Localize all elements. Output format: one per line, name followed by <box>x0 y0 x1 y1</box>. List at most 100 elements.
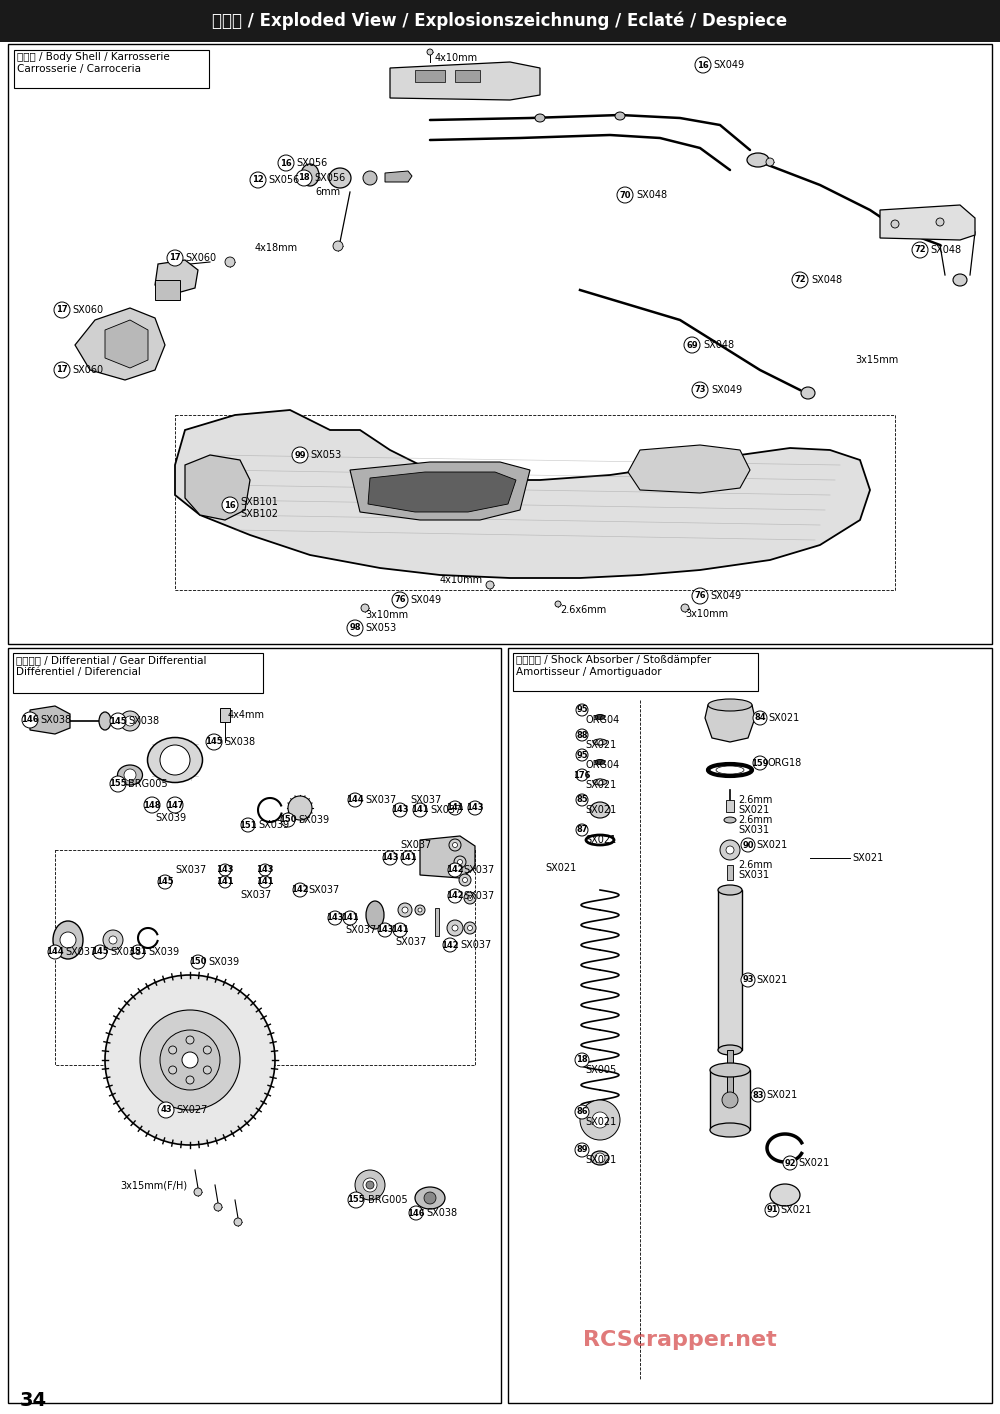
Circle shape <box>448 863 462 877</box>
Text: 151: 151 <box>239 820 257 830</box>
Polygon shape <box>368 472 516 512</box>
Text: 73: 73 <box>694 386 706 395</box>
Text: SX021: SX021 <box>585 781 616 790</box>
Ellipse shape <box>710 1063 750 1077</box>
Ellipse shape <box>590 802 610 819</box>
Text: 76: 76 <box>694 591 706 601</box>
Circle shape <box>366 1181 374 1189</box>
Bar <box>508 648 992 1403</box>
Circle shape <box>575 1143 589 1157</box>
Text: SX021: SX021 <box>852 853 883 863</box>
Text: SX056: SX056 <box>268 175 299 185</box>
Circle shape <box>454 855 466 868</box>
Circle shape <box>131 945 145 959</box>
Text: 155: 155 <box>347 1195 365 1205</box>
Ellipse shape <box>595 759 605 765</box>
Circle shape <box>443 937 457 952</box>
Circle shape <box>575 1053 589 1068</box>
Text: 72: 72 <box>794 276 806 284</box>
Text: 142: 142 <box>446 865 464 874</box>
Ellipse shape <box>593 740 607 745</box>
Text: 90: 90 <box>742 840 754 850</box>
Circle shape <box>766 158 774 165</box>
Text: 91: 91 <box>766 1206 778 1215</box>
Ellipse shape <box>770 1184 800 1206</box>
Text: SX031: SX031 <box>738 870 769 880</box>
Circle shape <box>347 619 363 636</box>
Circle shape <box>753 756 767 771</box>
Circle shape <box>447 921 463 936</box>
Bar <box>8 44 992 643</box>
Circle shape <box>891 221 899 228</box>
Text: SX060: SX060 <box>72 365 103 375</box>
Circle shape <box>278 156 294 171</box>
Circle shape <box>333 240 343 252</box>
Text: SX038: SX038 <box>224 737 255 747</box>
Ellipse shape <box>53 921 83 959</box>
Text: ORG18: ORG18 <box>768 758 802 768</box>
Circle shape <box>459 874 471 887</box>
Text: 141: 141 <box>399 854 417 863</box>
Circle shape <box>576 795 588 806</box>
Text: 72: 72 <box>914 246 926 255</box>
Text: SX037: SX037 <box>175 865 206 875</box>
Circle shape <box>912 242 928 257</box>
Text: 89: 89 <box>576 1145 588 1154</box>
Circle shape <box>48 945 62 959</box>
Circle shape <box>575 1104 589 1118</box>
Text: SX021: SX021 <box>756 976 787 986</box>
Text: SX053: SX053 <box>310 450 341 460</box>
Text: SX037: SX037 <box>460 940 491 950</box>
Text: ORG04: ORG04 <box>585 759 619 771</box>
Circle shape <box>259 864 271 877</box>
Text: SX037: SX037 <box>400 840 431 850</box>
Circle shape <box>54 303 70 318</box>
Text: SX021: SX021 <box>585 836 616 846</box>
Text: SX039: SX039 <box>208 957 239 967</box>
Text: 17: 17 <box>169 253 181 263</box>
Circle shape <box>222 496 238 513</box>
Circle shape <box>259 877 271 888</box>
Text: 159: 159 <box>751 758 769 768</box>
Circle shape <box>194 1188 202 1196</box>
Text: 85: 85 <box>576 796 588 805</box>
Text: 16: 16 <box>224 501 236 509</box>
Circle shape <box>186 1076 194 1085</box>
Polygon shape <box>155 260 198 296</box>
Text: 16: 16 <box>280 158 292 167</box>
Text: SX037: SX037 <box>65 947 96 957</box>
Circle shape <box>140 1010 240 1110</box>
Text: 146: 146 <box>407 1209 425 1217</box>
Text: 12: 12 <box>252 175 264 184</box>
Circle shape <box>348 793 362 807</box>
Text: RCScrapper.net: RCScrapper.net <box>583 1331 777 1350</box>
Circle shape <box>595 1152 605 1162</box>
Text: SX048: SX048 <box>811 274 842 286</box>
Text: SX049: SX049 <box>713 59 744 71</box>
Ellipse shape <box>118 765 143 785</box>
Circle shape <box>167 797 183 813</box>
Text: 83: 83 <box>752 1090 764 1100</box>
Text: 143: 143 <box>391 806 409 814</box>
Circle shape <box>681 604 689 612</box>
Text: 95: 95 <box>576 751 588 759</box>
Circle shape <box>720 840 740 860</box>
Text: 145: 145 <box>205 738 223 747</box>
Text: デフギヤ / Differential / Gear Differential
Différentiel / Diferencial: デフギヤ / Differential / Gear Differential … <box>16 655 207 677</box>
Text: 143: 143 <box>376 926 394 935</box>
Text: 3x15mm: 3x15mm <box>855 355 898 365</box>
Polygon shape <box>385 171 412 182</box>
Polygon shape <box>628 445 750 493</box>
Text: 2.6x6mm: 2.6x6mm <box>560 605 606 615</box>
Polygon shape <box>30 706 70 734</box>
Text: BRG005: BRG005 <box>368 1195 408 1205</box>
Text: 18: 18 <box>576 1055 588 1065</box>
Circle shape <box>464 892 476 904</box>
Text: SX049: SX049 <box>410 595 441 605</box>
Ellipse shape <box>716 766 744 773</box>
Text: 43: 43 <box>160 1106 172 1114</box>
Ellipse shape <box>591 1151 609 1165</box>
Text: SX021: SX021 <box>768 713 799 723</box>
Text: SX038: SX038 <box>128 715 159 725</box>
Circle shape <box>363 171 377 185</box>
